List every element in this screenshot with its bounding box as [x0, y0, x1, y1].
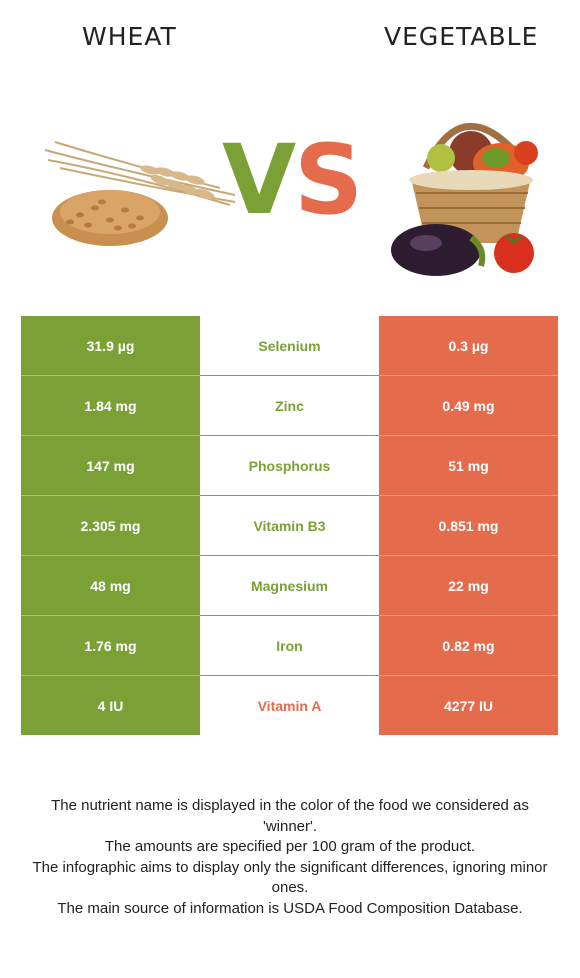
table-row: 147 mg Phosphorus 51 mg	[21, 436, 558, 496]
nutrient-comparison-table: 31.9 µg Selenium 0.3 µg 1.84 mg Zinc 0.49 mg 1…	[21, 316, 558, 736]
nutrient-name-cell: Magnesium	[200, 556, 379, 615]
wheat-value-cell: 147 mg	[21, 436, 200, 495]
wheat-value-cell: 4 IU	[21, 676, 200, 735]
wheat-value-cell: 31.9 µg	[21, 316, 200, 375]
nutrient-name-cell: Vitamin B3	[200, 496, 379, 555]
nutrient-name-cell: Zinc	[200, 376, 379, 435]
vegetable-value-cell: 0.851 mg	[379, 496, 558, 555]
row-divider	[21, 555, 558, 556]
footnotes: The nutrient name is displayed in the co…	[30, 796, 550, 919]
table-row: 48 mg Magnesium 22 mg	[21, 556, 558, 616]
row-divider	[21, 375, 558, 376]
vs-letter-v: V	[222, 124, 297, 236]
vegetable-value-cell: 22 mg	[379, 556, 558, 615]
footnote-line: The amounts are specified per 100 gram o…	[104, 838, 476, 855]
row-divider	[21, 675, 558, 676]
vegetable-basket-icon	[386, 98, 546, 283]
nutrient-name-cell: Iron	[200, 616, 379, 675]
wheat-value-cell: 1.84 mg	[21, 376, 200, 435]
footnote-line: The nutrient name is displayed in the co…	[51, 797, 529, 835]
row-divider	[21, 615, 558, 616]
row-divider	[21, 495, 558, 496]
vs-letter-s: S	[294, 124, 364, 236]
nutrient-name-cell: Selenium	[200, 316, 379, 375]
table-row: 2.305 mg Vitamin B3 0.851 mg	[21, 496, 558, 556]
table-row: 1.76 mg Iron 0.82 mg	[21, 616, 558, 676]
vegetable-value-cell: 4277 IU	[379, 676, 558, 735]
vegetable-value-cell: 51 mg	[379, 436, 558, 495]
vegetable-value-cell: 0.3 µg	[379, 316, 558, 375]
left-food-title: WHEAT	[82, 22, 177, 51]
table-row: 4 IU Vitamin A 4277 IU	[21, 676, 558, 736]
wheat-grains-icon	[40, 130, 240, 250]
vegetable-value-cell: 0.82 mg	[379, 616, 558, 675]
vegetable-value-cell: 0.49 mg	[379, 376, 558, 435]
footnote-line: The infographic aims to display only the…	[32, 858, 548, 897]
table-row: 1.84 mg Zinc 0.49 mg	[21, 376, 558, 436]
wheat-value-cell: 48 mg	[21, 556, 200, 615]
nutrient-name-cell: Phosphorus	[200, 436, 379, 495]
nutrient-name-cell: Vitamin A	[200, 676, 379, 735]
right-food-title: VEGETABLE	[384, 22, 539, 51]
footnote-line: The main source of information is USDA F…	[57, 899, 523, 917]
row-divider	[21, 435, 558, 436]
wheat-value-cell: 2.305 mg	[21, 496, 200, 555]
table-row: 31.9 µg Selenium 0.3 µg	[21, 316, 558, 376]
wheat-value-cell: 1.76 mg	[21, 616, 200, 675]
